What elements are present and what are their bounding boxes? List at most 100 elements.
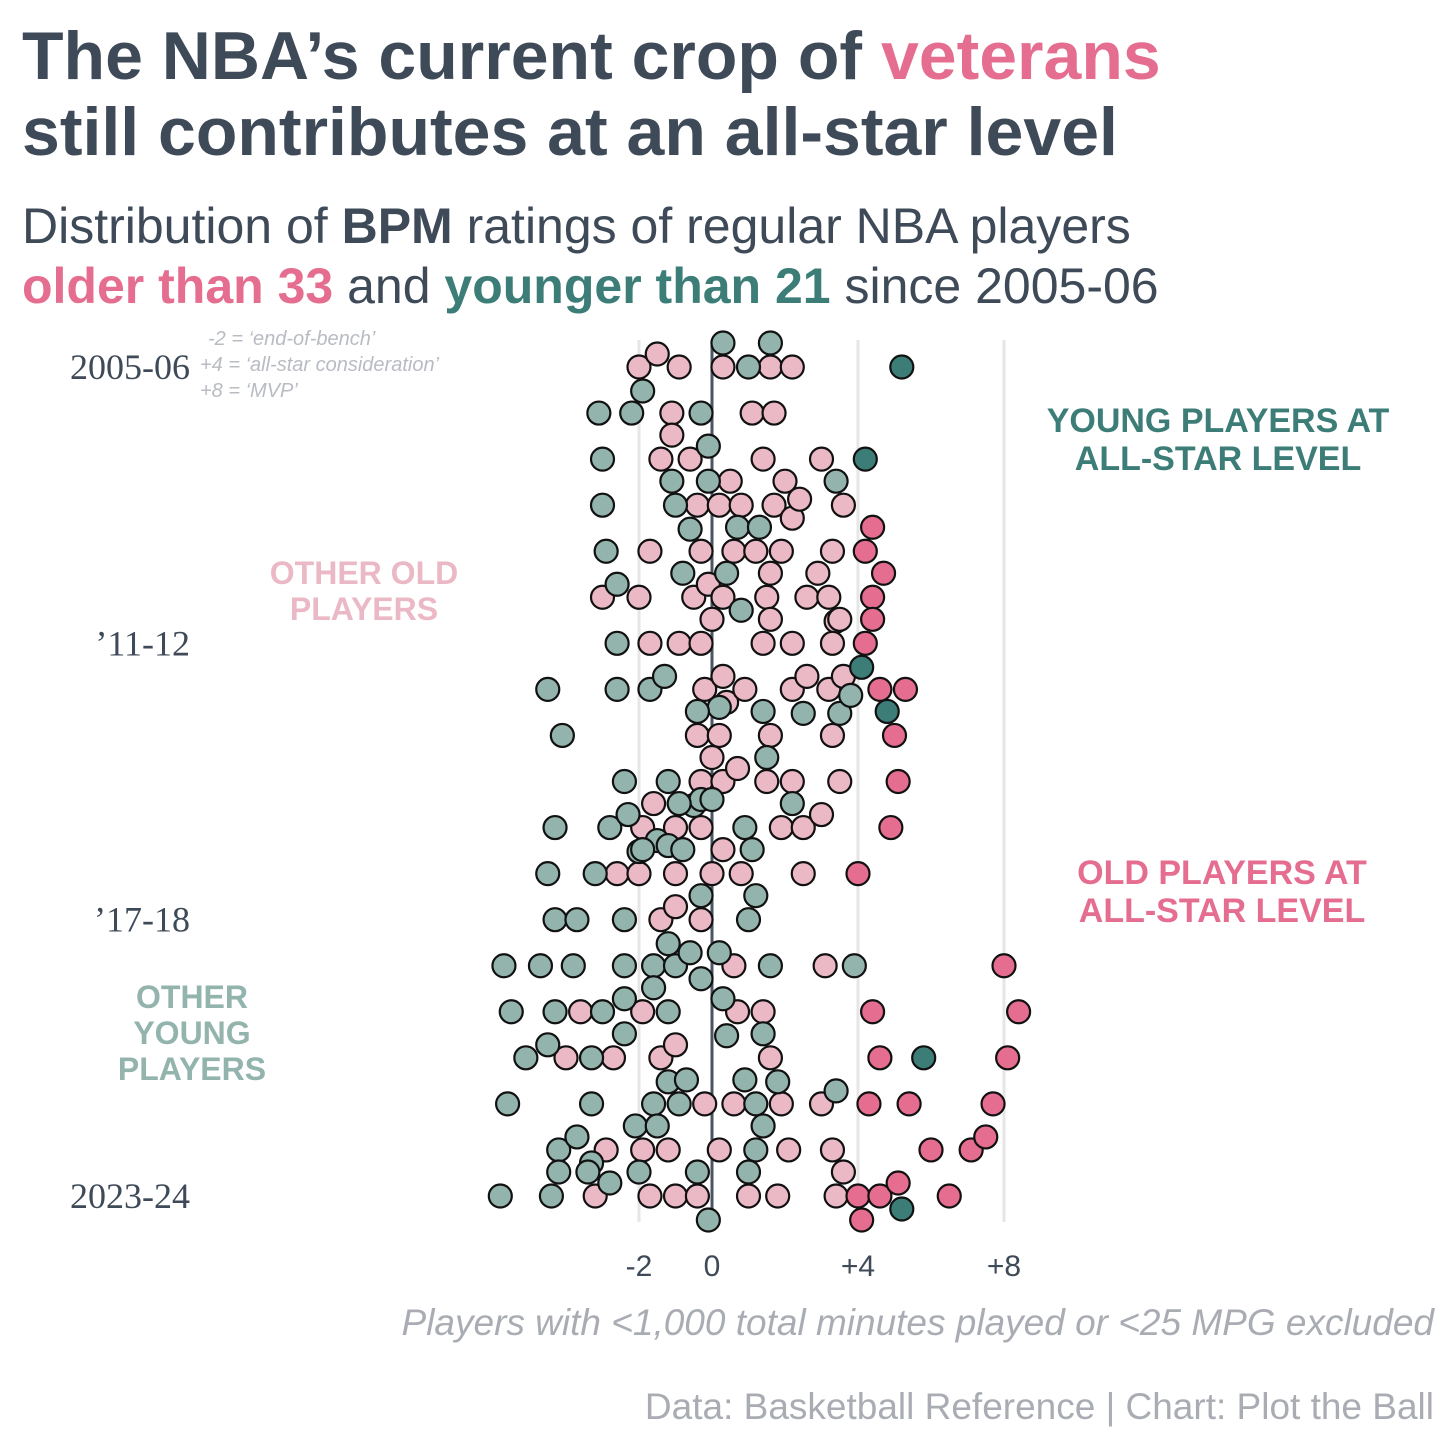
old-player-point (637, 538, 663, 564)
old-player-point (640, 790, 667, 817)
subtitle-old-label: older than 33 (22, 258, 334, 314)
old-player-point (768, 1091, 794, 1117)
young-player-point (823, 1078, 849, 1104)
young-player-point (874, 698, 900, 725)
old-player-point (757, 1045, 784, 1071)
title-line2: still contributes at an all-star level (22, 94, 1118, 170)
subtitle-and: and (333, 258, 445, 314)
old-player-point (553, 1045, 579, 1071)
young-player-point (849, 654, 875, 680)
old-player-point (805, 560, 831, 586)
x-tick-label: -2 (626, 1250, 653, 1283)
young-player-point (604, 676, 630, 702)
legend-note-line-3: +8 = ‘MVP’ (200, 380, 298, 402)
old-player-point (604, 861, 630, 887)
young-player-point (713, 560, 740, 586)
old-player-point (757, 560, 784, 586)
footnote: Players with <1,000 total minutes played… (401, 1302, 1434, 1343)
old-player-point (881, 722, 908, 749)
young-player-point (750, 1113, 776, 1139)
old-player-point (710, 663, 736, 689)
x-tick-label: 0 (704, 1250, 721, 1283)
y-tick-label: ’17-18 (94, 900, 190, 940)
old-player-point (896, 1091, 922, 1117)
young-player-point (841, 953, 867, 979)
title-highlight: veterans (880, 18, 1161, 94)
young-player-point (487, 1183, 513, 1209)
old-player-point (699, 606, 725, 632)
young-player-point (659, 468, 685, 494)
young-player-point (593, 538, 619, 564)
old-player-point (688, 907, 714, 933)
old-player-point (688, 630, 714, 656)
old-player-point (757, 354, 784, 380)
young-player-point (710, 330, 736, 356)
young-player-point (710, 986, 736, 1012)
old-player-point (819, 630, 846, 656)
young-player-point (743, 883, 769, 909)
young-player-point (589, 446, 616, 472)
old-player-point (699, 744, 725, 771)
young-player-point (735, 1159, 762, 1185)
young-player-point (611, 1021, 638, 1047)
old-player-point (699, 861, 725, 887)
old-player-point (852, 538, 878, 564)
young-player-point (728, 597, 754, 623)
young-player-point (889, 354, 915, 380)
old-player-point (684, 1183, 711, 1209)
young-player-point (739, 837, 765, 863)
young-player-point (724, 514, 751, 540)
young-player-point (827, 700, 853, 726)
old-player-point (754, 768, 780, 795)
young-player-point (779, 790, 805, 817)
young-player-point (586, 400, 612, 426)
young-player-point (597, 1170, 623, 1196)
young-player-point (688, 966, 714, 992)
old-player-point (867, 676, 893, 702)
young-player-point (535, 676, 561, 702)
old-player-point (688, 538, 714, 564)
young-player-point (611, 986, 638, 1012)
young-player-point (743, 1091, 769, 1117)
old-player-point (830, 492, 857, 518)
old-player-point (885, 768, 911, 795)
young-player-point (677, 940, 703, 966)
old-player-point (995, 1045, 1021, 1071)
old-player-point (885, 1170, 911, 1196)
annotation-young-allstar: YOUNG PLAYERS AT ALL-STAR LEVEL (1047, 402, 1390, 478)
young-player-point (546, 1159, 572, 1185)
young-player-point (889, 1196, 915, 1222)
y-tick-label: ’11-12 (95, 623, 190, 663)
old-player-point (918, 1137, 944, 1163)
title-part1: The NBA’s current crop of (22, 18, 881, 94)
annotation-old-allstar-line-1: OLD PLAYERS AT (1077, 854, 1367, 892)
old-player-point (684, 492, 711, 518)
young-player-point (757, 330, 784, 356)
old-player-point (757, 722, 784, 749)
old-player-point (786, 486, 813, 512)
legend-note-line-2: +4 = ‘all-star consideration’ (200, 354, 440, 376)
young-player-point (564, 907, 590, 933)
old-player-point (728, 492, 754, 518)
x-axis-ticks: -2 0 +4 +8 (626, 1250, 1021, 1283)
annotation-old-allstar: OLD PLAYERS AT ALL-STAR LEVEL (1077, 854, 1367, 930)
annotation-other-old: OTHER OLD PLAYERS (270, 555, 458, 627)
young-player-point (630, 837, 656, 863)
old-player-point (768, 538, 794, 564)
old-player-point (600, 1045, 627, 1071)
young-player-point (622, 1113, 648, 1139)
young-player-point (713, 1023, 740, 1049)
old-player-point (790, 814, 816, 841)
young-player-point (677, 516, 703, 542)
old-player-point (743, 538, 769, 564)
young-player-point (746, 514, 773, 540)
young-player-point (688, 883, 714, 909)
annotation-other-old-line-1: OTHER OLD (270, 555, 458, 591)
young-player-point (695, 468, 721, 494)
old-player-point (750, 999, 776, 1025)
old-player-point (626, 861, 652, 887)
young-player-point (604, 630, 630, 656)
young-player-point (666, 790, 692, 817)
old-player-point (732, 676, 758, 702)
young-player-point (597, 814, 623, 841)
